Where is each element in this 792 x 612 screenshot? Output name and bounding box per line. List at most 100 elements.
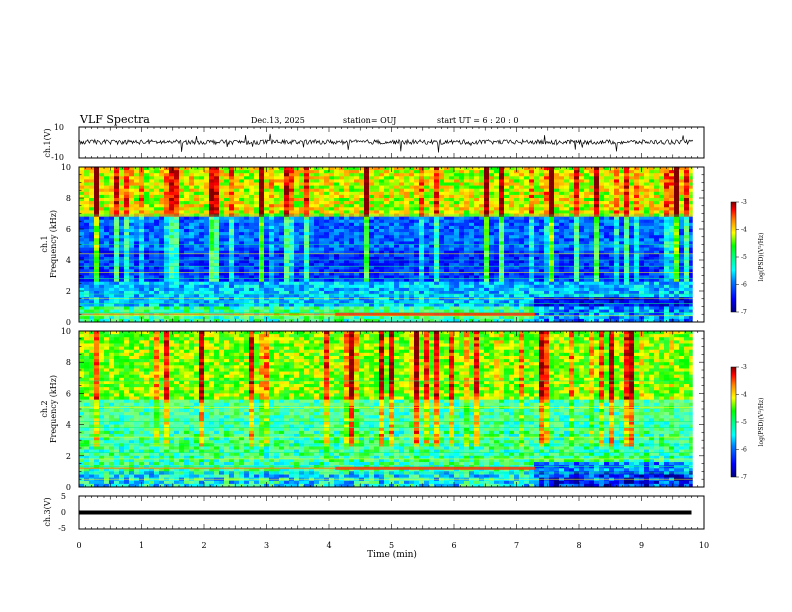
spectrogram-cell (119, 260, 125, 264)
spectrogram-cell (464, 222, 470, 227)
spectrogram-cell (134, 238, 140, 242)
spectrogram-cell (404, 256, 410, 261)
spectrogram-cell (394, 244, 400, 248)
spectrogram-cell (124, 207, 130, 211)
spectrogram-cell (94, 241, 100, 245)
spectrogram-cell (354, 244, 360, 248)
spectrogram-cell (259, 229, 265, 233)
spectrogram-cell (389, 253, 395, 258)
spectrogram-cell (524, 256, 530, 261)
spectrogram-cell (94, 238, 100, 242)
spectrogram-cell (184, 281, 190, 286)
spectrogram-cell (514, 303, 520, 307)
spectrogram-cell (129, 309, 135, 313)
spectrogram-cell (209, 216, 215, 220)
spectrogram-cell (279, 235, 285, 239)
spectrogram-cell (204, 201, 210, 205)
spectrogram-cell (244, 201, 250, 205)
spectrogram-cell (144, 222, 150, 227)
spectrogram-cell (234, 216, 240, 220)
spectrogram-cell (129, 194, 135, 199)
spectrogram-cell (384, 284, 390, 289)
spectrogram-cell (544, 315, 550, 320)
spectrogram-cell (249, 238, 255, 242)
spectrogram-cell (164, 170, 170, 174)
spectrogram-cell (304, 194, 310, 199)
spectrogram-cell (499, 287, 505, 292)
spectrogram-cell (494, 244, 500, 248)
spectrogram-cell (349, 219, 355, 224)
spectrogram-cell (519, 225, 525, 230)
spectrogram-cell (249, 278, 255, 282)
spectrogram-cell (364, 260, 370, 264)
spectrogram-cell (129, 235, 135, 239)
spectrogram-cell (199, 263, 205, 267)
spectrogram-cell (484, 247, 490, 251)
spectrogram-cell (524, 229, 530, 233)
spectrogram-cell (374, 303, 380, 307)
spectrogram-cell (554, 256, 560, 261)
spectrogram-cell (504, 272, 510, 276)
spectrogram-cell (109, 315, 115, 320)
spectrogram-cell (309, 284, 315, 289)
spectrogram-cell (209, 260, 215, 264)
spectrogram-cell (194, 309, 200, 313)
spectrogram-cell (534, 284, 540, 289)
spectrogram-cell (424, 179, 430, 183)
spectrogram-cell (514, 291, 520, 295)
spectrogram-cell (284, 179, 290, 183)
spectrogram-cell (254, 291, 260, 295)
spectrogram-cell (534, 300, 540, 304)
spectrogram-cell (344, 204, 350, 208)
spectrogram-cell (284, 198, 290, 202)
spectrogram-cell (139, 173, 145, 177)
spectrogram-cell (374, 188, 380, 193)
spectrogram-cell (504, 238, 510, 242)
spectrogram-cell (544, 210, 550, 214)
spectrogram-cell (294, 216, 300, 220)
spectrogram-cell (169, 188, 175, 193)
spectrogram-cell (289, 300, 295, 304)
spectrogram-cell (119, 281, 125, 286)
spectrogram-cell (399, 204, 405, 208)
spectrogram-cell (204, 253, 210, 258)
spectrogram-cell (309, 256, 315, 261)
spectrogram-cell (414, 315, 420, 320)
spectrogram-cell (444, 191, 450, 196)
spectrogram-cell (194, 281, 200, 286)
spectrogram-cell (304, 309, 310, 313)
spectrogram-cell (414, 278, 420, 282)
spectrogram-cell (339, 309, 345, 313)
spectrogram-cell (89, 263, 95, 267)
spectrogram-cell (124, 272, 130, 276)
spectrogram-cell (319, 244, 325, 248)
spectrogram-cell (224, 207, 230, 211)
spectrogram-cell (224, 185, 230, 189)
spectrogram-cell (334, 170, 340, 174)
spectrogram-cell (119, 256, 125, 261)
spectrogram-cell (439, 210, 445, 214)
spectrogram-cell (224, 306, 230, 310)
spectrogram-cell (294, 222, 300, 227)
spectrogram-cell (214, 315, 220, 320)
spectrogram-cell (374, 300, 380, 304)
spectrogram-cell (154, 229, 160, 233)
spectrogram-cell (329, 198, 335, 202)
spectrogram-cell (544, 201, 550, 205)
spectrogram-cell (334, 238, 340, 242)
spectrogram-cell (479, 263, 485, 267)
spectrogram-cell (184, 294, 190, 298)
spectrogram-cell (374, 244, 380, 248)
spectrogram-cell (289, 232, 295, 236)
spectrogram-cell (224, 222, 230, 227)
spectrogram-cell (139, 216, 145, 220)
spectrogram-cell (424, 315, 430, 320)
spectrogram-cell (159, 176, 165, 180)
spectrogram-cell (284, 287, 290, 292)
spectrogram-cell (189, 256, 195, 261)
spectrogram-cell (269, 225, 275, 230)
spectrogram-cell (334, 194, 340, 199)
spectrogram-cell (284, 303, 290, 307)
spectrogram-cell (279, 198, 285, 202)
spectrogram-cell (184, 170, 190, 174)
